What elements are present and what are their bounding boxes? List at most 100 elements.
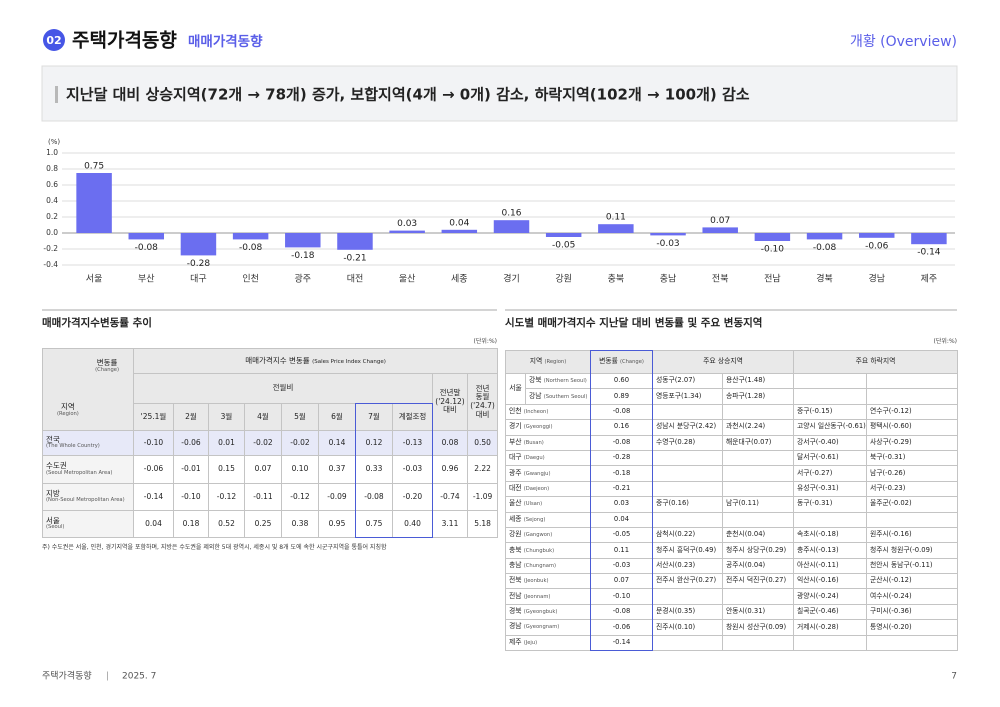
value-cell: -0.12	[281, 483, 319, 511]
region-header: 지역 (Region)	[505, 350, 591, 374]
up-cell	[722, 403, 794, 421]
region-name: 경북	[509, 607, 522, 616]
down-cell	[793, 372, 867, 390]
corner-change: 변동률 (Change)	[95, 358, 119, 374]
change-cell: 0.16	[590, 419, 653, 436]
value-cell: -0.20	[392, 483, 433, 511]
table-row: 세종 (Sejong) 0.04	[505, 511, 958, 528]
label: 변동률	[599, 357, 618, 366]
region-cell: 전남 (Jeonnam)	[505, 588, 591, 605]
footer-date: 2025. 7	[122, 672, 156, 682]
up-cell: 진주시(0.10)	[652, 619, 723, 636]
table-row: 인천 (Incheon) -0.08 중구(-0.15) 연수구(-0.12)	[505, 403, 958, 421]
region-name: 서울	[46, 515, 60, 525]
group-cell: 서울	[505, 373, 526, 405]
value-cell: 0.95	[318, 510, 356, 538]
region-en: (Gyeongnam)	[523, 624, 560, 631]
bar	[337, 233, 373, 250]
region-en: (Northern Seoul)	[543, 378, 587, 385]
value-cell: 0.40	[392, 510, 433, 538]
region-name: 강북	[529, 376, 542, 385]
region-name: 강원	[509, 530, 522, 539]
label-line: 동월	[475, 392, 490, 402]
label-line: 대비	[443, 405, 457, 415]
region-en: (Incheon)	[523, 408, 549, 415]
value-cell: 0.04	[133, 510, 174, 538]
bar	[806, 233, 843, 240]
change-cell: -0.28	[590, 449, 653, 467]
region-en: (Jeju)	[523, 639, 538, 646]
value-cell: 0.25	[244, 510, 282, 538]
down-cell: 속초시(-0.18)	[793, 526, 867, 544]
x-tick-label: 충남	[660, 274, 677, 285]
up-cell: 해운대구(0.07)	[722, 434, 794, 451]
region-en: (Daegu)	[523, 455, 545, 462]
up-cell: 청주시 흥덕구(0.49)	[652, 542, 723, 559]
table-row: 전국 (The Whole Country) -0.10 -0.06 0.01 -0.02…	[42, 430, 499, 456]
value-cell: 0.52	[208, 510, 245, 538]
down-cell: 울주군(-0.02)	[866, 496, 958, 513]
left-table: 변동률 (Change) 지역 (Region) 매매가격지수 변동률 (Sales…	[42, 348, 499, 538]
value-cell: -0.02	[281, 430, 319, 456]
region-name: 충북	[509, 545, 522, 554]
down-cell: 아산시(-0.11)	[793, 557, 867, 575]
data-label: 0.16	[501, 209, 521, 219]
down-cell: 연수구(-0.12)	[866, 403, 958, 421]
x-tick-label: 충북	[608, 274, 625, 285]
down-cell: 사상구(-0.29)	[866, 434, 958, 451]
right-table-title: 시도별 매매가격지수 지난달 대비 변동률 및 주요 변동지역	[505, 317, 763, 329]
change-header: 변동률 (Change)	[590, 350, 653, 374]
y-tick-label: -0.2	[43, 244, 58, 253]
bar	[911, 233, 947, 245]
label-line: 대비	[475, 409, 490, 419]
change-cell: -0.06	[590, 619, 653, 636]
down-cell: 여수시(-0.24)	[866, 588, 958, 605]
table-row: 서울 (Seoul) 0.04 0.18 0.52 0.25 0.38 0.95 0.75 0.4…	[42, 510, 499, 538]
region-name: 울산	[509, 499, 522, 508]
left-table-title: 매매가격지수변동률 추이	[42, 317, 152, 329]
region-en: (Seoul)	[46, 524, 65, 531]
down-cell: 서구(-0.27)	[793, 465, 867, 482]
value-cell: 0.01	[208, 430, 245, 456]
table-row: 지방 (Non-Seoul Metropolitan Area) -0.14 -0.1…	[42, 483, 499, 511]
value-cell: -0.14	[133, 483, 174, 511]
region-en: (Daejeon)	[523, 485, 550, 492]
region-en: (Gangwon)	[523, 532, 553, 539]
label-en: (Region)	[57, 411, 79, 418]
month-header: '25.1월	[133, 403, 174, 431]
footnote: 주) 수도권은 서울, 인천, 경기지역을 포함하며, 지방은 수도권을 제외한…	[42, 544, 387, 551]
region-cell: 대구 (Daegu)	[505, 449, 591, 467]
y-tick-label: 0.6	[46, 180, 58, 189]
region-name: 인천	[509, 406, 522, 415]
data-label: 0.03	[397, 219, 417, 229]
table-row: 광주 (Gwangju) -0.18 서구(-0.27) 남구(-0.26)	[505, 465, 958, 482]
down-cell: 평택시(-0.60)	[866, 419, 958, 436]
region-en: (Busan)	[523, 439, 544, 446]
value-cell: 3.11	[432, 510, 468, 538]
x-tick-label: 경남	[868, 273, 885, 285]
data-label: -0.21	[343, 253, 366, 263]
region-en: (Gwangju)	[523, 470, 551, 477]
region-name: 대구	[509, 453, 522, 462]
down-cell: 강서구(-0.40)	[793, 434, 867, 451]
up-cell: 성남시 분당구(2.42)	[652, 419, 723, 436]
down-cell	[866, 388, 958, 405]
down-cell: 군산시(-0.12)	[866, 573, 958, 590]
up-cell: 과천시(2.24)	[722, 419, 794, 436]
data-label: -0.08	[239, 243, 263, 253]
value-cell: -0.01	[173, 455, 209, 484]
region-name: 충남	[509, 560, 522, 569]
y-tick-label: 0.4	[46, 196, 58, 205]
up-cell: 중구(0.16)	[652, 496, 723, 513]
change-cell: 0.07	[590, 573, 653, 590]
x-tick-label: 광주	[295, 273, 312, 285]
table-row: 경남 (Gyeongnam) -0.06 진주시(0.10) 창원시 성산구(0.09…	[505, 619, 958, 636]
value-cell: 0.50	[466, 430, 499, 456]
region-en: (Chungbuk)	[523, 547, 555, 554]
up-cell: 전주시 덕진구(0.27)	[722, 573, 794, 590]
region-name: 대전	[509, 483, 522, 492]
value-cell: -0.10	[133, 430, 174, 456]
region-name: 지방	[46, 488, 60, 498]
